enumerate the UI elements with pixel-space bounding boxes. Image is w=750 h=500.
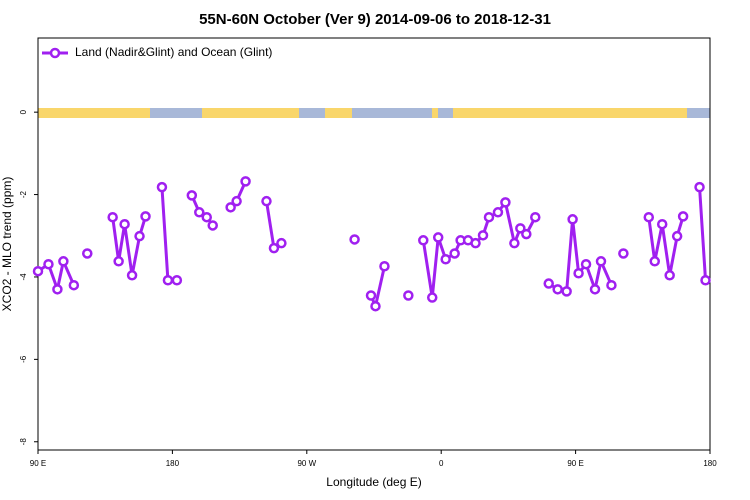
data-point — [606, 279, 617, 291]
data-point — [171, 275, 183, 286]
data-point — [573, 268, 584, 279]
ocean-strip — [438, 108, 453, 118]
data-point — [240, 176, 251, 187]
data-point — [530, 211, 541, 223]
data-point — [194, 207, 205, 218]
data-point — [268, 242, 280, 254]
x-tick-label: 90 E — [30, 459, 46, 468]
data-point — [261, 195, 272, 207]
data-point — [618, 248, 629, 259]
data-point — [449, 248, 460, 259]
data-point — [483, 211, 495, 223]
data-point — [561, 286, 572, 297]
legend-marker — [49, 47, 61, 59]
data-point — [370, 300, 381, 312]
y-axis-label: XCO2 - MLO trend (ppm) — [0, 177, 14, 312]
x-tick-label: 0 — [439, 459, 444, 468]
data-point — [107, 211, 118, 223]
data-point — [552, 284, 563, 295]
data-point — [492, 207, 504, 218]
data-point — [119, 218, 130, 230]
data-point — [426, 292, 438, 303]
data-point — [418, 235, 429, 246]
y-tick-label: -2 — [19, 190, 28, 198]
chart-title: 55N-60N October (Ver 9) 2014-09-06 to 20… — [199, 11, 551, 28]
map-strip — [38, 108, 710, 118]
data-point — [656, 218, 668, 230]
data-point — [649, 256, 660, 267]
data-point — [500, 197, 511, 208]
y-tick-label: -8 — [19, 438, 28, 446]
y-tick-label: -4 — [19, 273, 28, 281]
data-point — [521, 228, 532, 240]
data-point — [365, 290, 377, 301]
data-point — [52, 284, 63, 295]
data-point — [186, 190, 198, 201]
data-point — [140, 211, 151, 222]
y-tick-label: -6 — [19, 355, 28, 363]
plot-frame — [37, 37, 711, 451]
data-point — [32, 265, 44, 277]
data-point — [403, 290, 414, 301]
data-point — [595, 256, 607, 267]
ocean-strip — [150, 108, 202, 118]
data-point — [82, 248, 93, 259]
data-point — [664, 270, 675, 281]
data-point — [700, 275, 711, 286]
x-tick-label: 90 W — [297, 459, 316, 468]
data-point — [201, 211, 212, 223]
data-point — [580, 258, 592, 270]
data-point — [694, 181, 705, 193]
data-point — [231, 195, 242, 207]
data-point — [509, 237, 520, 249]
data-point — [126, 270, 138, 281]
x-axis-label: Longitude (deg E) — [326, 475, 421, 489]
data-point — [543, 278, 554, 289]
data-point — [589, 284, 601, 295]
data-point — [68, 279, 80, 291]
data-point — [677, 211, 689, 222]
x-tick-label: 90 E — [567, 459, 583, 468]
ocean-strip — [352, 108, 432, 118]
data-point — [567, 214, 578, 225]
x-tick-label: 180 — [703, 459, 717, 468]
data-point — [207, 220, 218, 231]
data-point — [440, 253, 451, 265]
data-point — [515, 223, 526, 234]
data-point — [643, 211, 655, 223]
data-point — [349, 234, 360, 245]
data-point — [134, 230, 145, 242]
ocean-strip — [687, 108, 710, 118]
data-point — [671, 230, 683, 242]
data-point — [162, 275, 174, 286]
y-tick-label: 0 — [19, 109, 28, 114]
legend-label: Land (Nadir&Glint) and Ocean (Glint) — [75, 45, 272, 59]
data-point — [432, 232, 444, 243]
data-point — [379, 260, 390, 272]
data-point — [58, 256, 69, 267]
data-point — [43, 258, 54, 270]
x-tick-label: 180 — [166, 459, 180, 468]
data-point — [113, 256, 124, 267]
data-point — [156, 181, 168, 193]
data-point — [225, 202, 236, 213]
ocean-strip — [299, 108, 325, 118]
data-point — [477, 230, 489, 241]
data-point — [276, 237, 287, 249]
data-point — [470, 237, 481, 249]
